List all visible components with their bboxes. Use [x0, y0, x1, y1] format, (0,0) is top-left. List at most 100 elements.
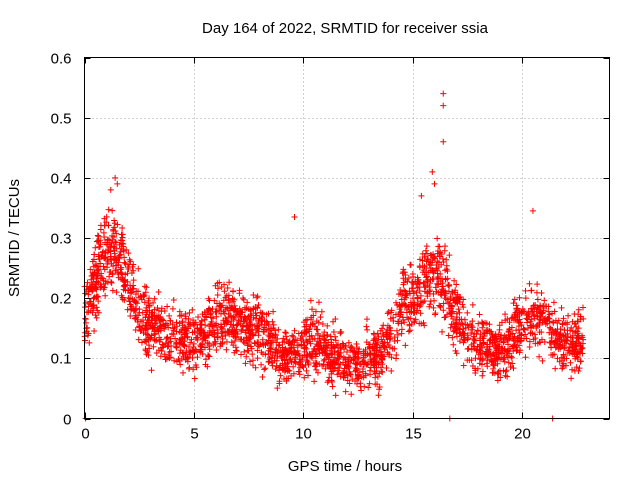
data-point	[105, 246, 112, 253]
data-point	[223, 338, 230, 345]
data-point	[516, 294, 523, 301]
data-point	[529, 330, 536, 337]
data-point	[465, 345, 472, 352]
data-point	[193, 335, 200, 342]
data-point	[386, 344, 393, 351]
data-point	[184, 333, 191, 340]
data-point	[175, 356, 182, 363]
data-point	[226, 279, 233, 286]
data-point	[162, 340, 169, 347]
data-point	[393, 299, 400, 306]
data-point	[201, 309, 208, 316]
data-point	[537, 313, 544, 320]
data-point	[427, 251, 434, 258]
data-point	[474, 327, 481, 334]
data-point	[305, 372, 312, 379]
data-point	[354, 380, 361, 387]
data-point	[453, 310, 460, 317]
data-point	[303, 356, 310, 363]
data-point	[522, 287, 529, 294]
data-point	[309, 321, 316, 328]
data-point	[566, 349, 573, 356]
data-point	[171, 357, 178, 364]
data-point	[429, 257, 436, 264]
data-point	[467, 321, 474, 328]
data-point	[373, 367, 380, 374]
data-point	[199, 351, 206, 358]
data-point	[155, 347, 162, 354]
data-point	[550, 319, 557, 326]
data-point	[370, 330, 377, 337]
data-point	[470, 333, 477, 340]
data-point	[515, 323, 522, 330]
data-point	[479, 372, 486, 379]
data-point	[87, 266, 94, 273]
data-point	[353, 367, 360, 374]
data-point	[317, 314, 324, 321]
data-point	[487, 351, 494, 358]
data-point	[291, 327, 298, 334]
data-point	[214, 292, 221, 299]
data-point	[451, 277, 458, 284]
data-point	[247, 307, 254, 314]
data-point	[562, 337, 569, 344]
data-point	[380, 342, 387, 349]
data-point	[326, 354, 333, 361]
data-point	[238, 328, 245, 335]
data-point	[349, 376, 356, 383]
data-point	[456, 295, 463, 302]
data-point	[423, 243, 430, 250]
data-point	[258, 309, 265, 316]
data-point	[335, 351, 342, 358]
data-point	[440, 138, 447, 145]
data-point	[230, 306, 237, 313]
data-point	[488, 359, 495, 366]
data-point	[421, 253, 428, 260]
data-point	[571, 329, 578, 336]
data-point	[184, 356, 191, 363]
data-point	[269, 352, 276, 359]
data-point	[483, 320, 490, 327]
data-point	[107, 253, 114, 260]
data-point	[479, 344, 486, 351]
data-point	[340, 342, 347, 349]
data-point	[155, 314, 162, 321]
data-point	[427, 298, 434, 305]
data-point	[215, 330, 222, 337]
data-point	[179, 335, 186, 342]
data-point	[521, 326, 528, 333]
data-point	[116, 255, 123, 262]
data-point	[399, 314, 406, 321]
data-point	[260, 342, 267, 349]
data-point	[125, 250, 132, 257]
data-point	[393, 352, 400, 359]
data-point	[121, 259, 128, 266]
data-point	[313, 366, 320, 373]
data-point	[163, 335, 170, 342]
data-point	[132, 291, 139, 298]
data-point	[314, 326, 321, 333]
data-point	[315, 342, 322, 349]
data-point	[247, 330, 254, 337]
data-point	[158, 316, 165, 323]
data-point	[345, 339, 352, 346]
data-point	[336, 352, 343, 359]
data-point	[206, 343, 213, 350]
data-point	[527, 318, 534, 325]
data-point	[259, 374, 266, 381]
data-point	[357, 380, 364, 387]
data-point	[343, 348, 350, 355]
data-point	[384, 310, 391, 317]
data-point	[276, 341, 283, 348]
data-point	[286, 367, 293, 374]
data-point	[121, 297, 128, 304]
data-point	[333, 342, 340, 349]
data-point	[180, 369, 187, 376]
data-point	[429, 268, 436, 275]
data-point	[400, 275, 407, 282]
data-point	[449, 334, 456, 341]
data-point	[418, 192, 425, 199]
data-point	[342, 356, 349, 363]
data-point	[222, 294, 229, 301]
data-point	[223, 346, 230, 353]
